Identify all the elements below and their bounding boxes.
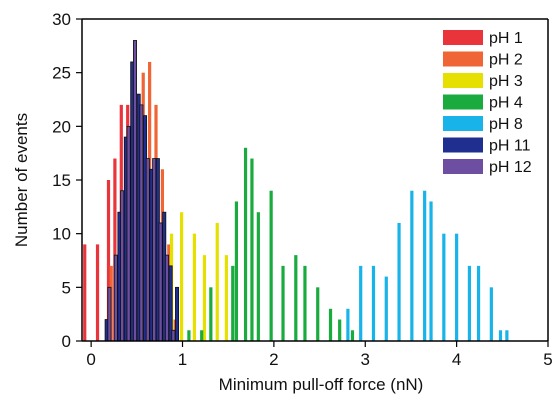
bar-ph-4-6 xyxy=(250,158,254,341)
bar-ph-3-2 xyxy=(192,233,196,341)
bar-ph-4-1 xyxy=(200,330,204,341)
bar-ph-12-5 xyxy=(139,104,144,342)
x-tick-label-3: 3 xyxy=(361,350,370,369)
y-tick-label-25: 25 xyxy=(52,64,71,83)
bar-ph-4-14 xyxy=(338,319,342,341)
bar-ph-4-12 xyxy=(316,287,320,341)
legend-label-ph-2: pH 2 xyxy=(489,52,523,69)
bar-ph-8-2 xyxy=(371,265,376,341)
legend-swatch-ph-12 xyxy=(443,159,483,174)
x-tick-label-2: 2 xyxy=(269,350,278,369)
bar-ph-3-5 xyxy=(224,255,228,341)
legend-swatch-ph-8 xyxy=(443,116,483,131)
bar-ph-11-11 xyxy=(175,286,180,342)
bar-ph-4-11 xyxy=(303,265,307,341)
bar-ph-3-4 xyxy=(215,222,219,341)
bar-ph-1-1 xyxy=(95,244,100,341)
bar-ph-12-1 xyxy=(113,254,118,342)
bar-ph-3-3 xyxy=(202,255,207,341)
x-axis-title: Minimum pull-off force (nN) xyxy=(219,375,424,394)
y-tick-label-15: 15 xyxy=(52,171,71,190)
y-tick-label-0: 0 xyxy=(62,332,71,351)
bar-ph-12-7 xyxy=(152,158,157,342)
y-axis-title: Number of events xyxy=(12,113,31,247)
legend: pH 1 pH 2 pH 3 pH 4 pH 8 pH 11 pH 12 xyxy=(443,30,532,176)
bar-ph-8-8 xyxy=(442,233,446,341)
bar-ph-4-7 xyxy=(256,212,260,341)
bar-ph-11-10 xyxy=(168,265,173,342)
bar-ph-8-14 xyxy=(505,330,509,341)
bar-ph-4-0 xyxy=(187,330,191,341)
legend-label-ph-4: pH 4 xyxy=(489,95,523,112)
bar-ph-12-6 xyxy=(145,158,150,342)
bar-ph-12-2 xyxy=(120,190,125,342)
bar-ph-12-3 xyxy=(126,125,131,342)
bar-ph-8-6 xyxy=(423,190,427,341)
legend-label-ph-1: pH 1 xyxy=(489,30,523,47)
bar-ph-4-3 xyxy=(231,265,235,341)
y-tick-label-10: 10 xyxy=(52,225,71,244)
bar-ph-12-10 xyxy=(171,329,176,342)
y-tick-label-20: 20 xyxy=(52,117,71,136)
bar-ph-8-9 xyxy=(455,233,459,341)
bar-ph-12-9 xyxy=(164,254,169,342)
legend-label-ph-11: pH 11 xyxy=(489,138,531,155)
y-tick-label-30: 30 xyxy=(52,10,71,29)
bar-ph-8-4 xyxy=(397,222,401,341)
legend-swatch-ph-11 xyxy=(443,137,483,153)
x-tick-label-5: 5 xyxy=(543,350,552,369)
legend-swatch-ph-2 xyxy=(443,51,483,67)
bar-ph-8-7 xyxy=(429,201,433,341)
bar-ph-4-4 xyxy=(234,201,239,341)
bar-ph-1-2 xyxy=(106,180,111,341)
bar-ph-8-1 xyxy=(359,265,363,341)
legend-label-ph-3: pH 3 xyxy=(489,73,523,90)
legend-label-ph-8: pH 8 xyxy=(489,116,523,133)
bar-ph-8-0 xyxy=(346,308,350,341)
bar-ph-4-5 xyxy=(243,147,248,341)
bar-ph-1-0 xyxy=(83,244,87,341)
bar-ph-12-8 xyxy=(158,222,163,342)
series-ph-8 xyxy=(346,190,509,341)
x-tick-label-4: 4 xyxy=(452,350,461,369)
legend-label-ph-12: pH 12 xyxy=(489,159,532,176)
legend-swatch-ph-4 xyxy=(443,94,483,110)
bar-ph-4-9 xyxy=(281,265,285,341)
bar-ph-12-0 xyxy=(107,286,112,342)
bar-ph-8-12 xyxy=(489,287,493,341)
x-tick-label-0: 0 xyxy=(86,350,95,369)
bar-ph-4-2 xyxy=(209,287,213,341)
series-ph-4 xyxy=(187,147,355,341)
legend-swatch-ph-1 xyxy=(443,30,483,45)
bar-ph-3-1 xyxy=(180,212,184,341)
bar-ph-1-3 xyxy=(113,158,117,341)
y-tick-label-5: 5 xyxy=(62,278,71,297)
bar-ph-4-13 xyxy=(328,308,333,341)
bar-ph-12-4 xyxy=(132,40,137,342)
bar-ph-8-5 xyxy=(410,190,414,341)
bar-ph-8-11 xyxy=(476,265,481,341)
bar-ph-4-8 xyxy=(269,190,273,341)
x-tick-label-1: 1 xyxy=(178,350,187,369)
legend-swatch-ph-3 xyxy=(443,73,483,88)
bar-ph-8-13 xyxy=(498,330,503,341)
series-ph-12 xyxy=(107,40,176,342)
bar-ph-8-3 xyxy=(384,276,388,341)
bar-ph-4-15 xyxy=(350,330,355,341)
bar-ph-8-10 xyxy=(467,265,472,341)
ticks-layer: 0 1 2 3 4 5 0 5 10 15 20 25 30 xyxy=(52,10,553,369)
bar-ph-4-10 xyxy=(294,255,298,341)
